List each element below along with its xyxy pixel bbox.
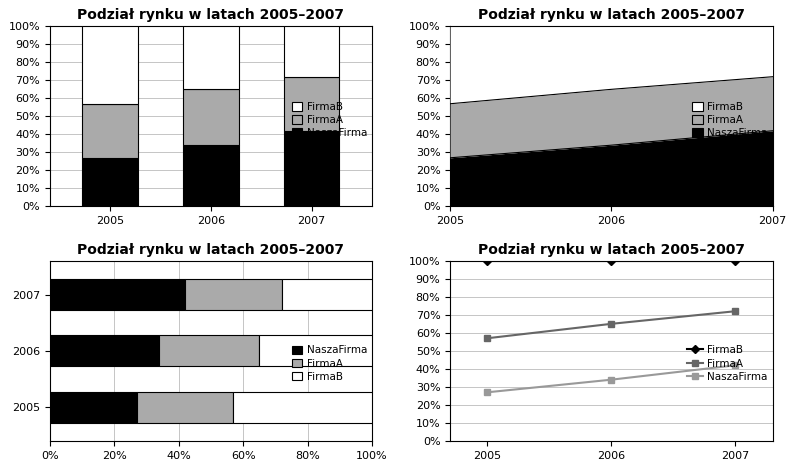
Legend: NaszaFirma, FirmaA, FirmaB: NaszaFirma, FirmaA, FirmaB — [292, 346, 367, 382]
Bar — [83, 26, 138, 104]
Bar — [183, 89, 238, 145]
Bar — [183, 26, 238, 89]
FirmaA — [607, 321, 616, 326]
Bar — [284, 77, 339, 131]
Bar — [49, 392, 137, 423]
Title: Podział rynku w latach 2005–2007: Podział rynku w latach 2005–2007 — [478, 8, 745, 23]
NaszaFirma — [607, 377, 616, 383]
Legend: FirmaB, FirmaA, NaszaFirma: FirmaB, FirmaA, NaszaFirma — [292, 102, 367, 138]
Bar — [49, 279, 185, 310]
FirmaB — [483, 258, 492, 264]
NaszaFirma — [483, 389, 492, 395]
Line: NaszaFirma: NaszaFirma — [484, 362, 739, 395]
Bar — [234, 392, 372, 423]
Bar — [284, 26, 339, 77]
Title: Podział rynku w latach 2005–2007: Podział rynku w latach 2005–2007 — [478, 243, 745, 257]
Bar — [159, 335, 259, 366]
Legend: FirmaB, FirmaA, NaszaFirma: FirmaB, FirmaA, NaszaFirma — [687, 346, 767, 382]
Line: FirmaB: FirmaB — [484, 258, 738, 264]
Title: Podział rynku w latach 2005–2007: Podział rynku w latach 2005–2007 — [77, 243, 344, 257]
Bar — [137, 392, 234, 423]
FirmaA — [731, 309, 740, 314]
Bar — [185, 279, 282, 310]
Bar — [183, 145, 238, 206]
Bar — [83, 158, 138, 206]
FirmaA — [483, 335, 492, 341]
Title: Podział rynku w latach 2005–2007: Podział rynku w latach 2005–2007 — [77, 8, 344, 23]
NaszaFirma — [731, 363, 740, 368]
Bar — [282, 279, 372, 310]
Bar — [49, 335, 159, 366]
Legend: FirmaB, FirmaA, NaszaFirma: FirmaB, FirmaA, NaszaFirma — [692, 102, 767, 138]
Line: FirmaA: FirmaA — [484, 308, 739, 341]
FirmaB — [731, 258, 740, 264]
Bar — [83, 104, 138, 158]
FirmaB — [607, 258, 616, 264]
Bar — [259, 335, 372, 366]
Bar — [284, 131, 339, 206]
